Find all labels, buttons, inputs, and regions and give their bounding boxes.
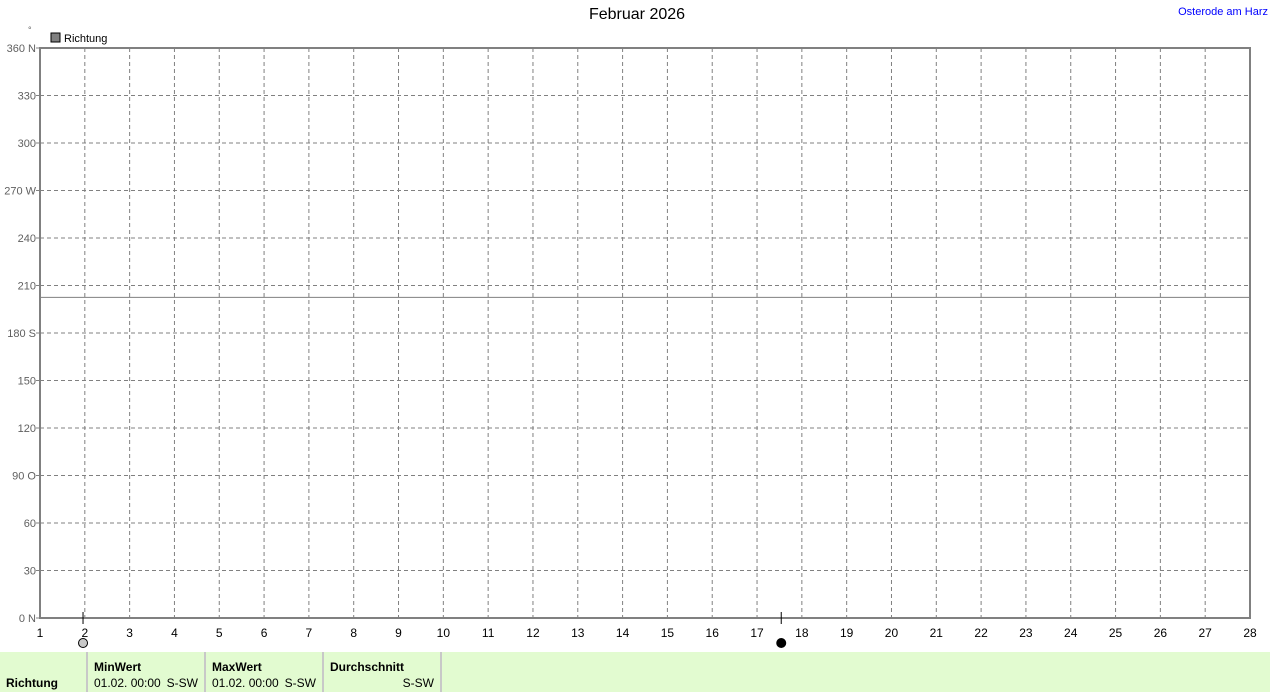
- y-tick-label: 90 O: [12, 471, 36, 483]
- x-tick-label: 17: [750, 626, 764, 640]
- x-tick-label: 23: [1019, 626, 1033, 640]
- y-tick-label: 180 S: [7, 328, 36, 340]
- stats-row-label-cell: Richtung: [0, 652, 88, 692]
- y-unit-label: °: [28, 25, 32, 35]
- x-tick-label: 16: [706, 626, 720, 640]
- min-label: MinWert: [94, 660, 142, 674]
- y-tick-label: 240: [18, 233, 36, 245]
- chart-title: Februar 2026: [588, 6, 686, 23]
- x-tick-label: 9: [395, 626, 402, 640]
- direction-chart: 1 2 3 4 5 6 7 8 9 10 11 12 13 14 15 16 17 18 19 20 21 22 23 24 2…: [4, 25, 1257, 648]
- x-tick-label: 12: [526, 626, 540, 640]
- max-value: S-SW: [284, 676, 316, 690]
- x-tick-label: 13: [571, 626, 585, 640]
- avg-value: S-SW: [402, 676, 434, 690]
- x-tick-label: 24: [1064, 626, 1078, 640]
- x-tick-label: 25: [1109, 626, 1123, 640]
- x-tick-label: 8: [350, 626, 357, 640]
- max-label: MaxWert: [212, 660, 262, 674]
- y-tick-label: 330: [18, 91, 36, 103]
- y-tick-label: 0 N: [19, 613, 36, 625]
- legend-label: Richtung: [64, 33, 107, 45]
- y-tick-label: 210: [18, 281, 36, 293]
- full-moon-icon: [776, 638, 787, 648]
- x-tick-label: 27: [1199, 626, 1213, 640]
- max-cell: MaxWert 01.02. 00:00 S-SW: [206, 652, 324, 692]
- y-tick-label: 120: [18, 423, 36, 435]
- x-tick-label: 22: [974, 626, 988, 640]
- y-tick-label: 270 W: [4, 186, 36, 198]
- x-tick-label: 20: [885, 626, 899, 640]
- y-tick-label: 60: [24, 518, 36, 530]
- min-value: S-SW: [166, 676, 198, 690]
- x-tick-label: 26: [1154, 626, 1168, 640]
- x-tick-label: 1: [37, 626, 44, 640]
- avg-label: Durchschnitt: [330, 660, 405, 674]
- min-cell: MinWert 01.02. 00:00 S-SW: [88, 652, 206, 692]
- location-label: Osterode am Harz: [1178, 6, 1268, 18]
- legend-swatch: [50, 32, 61, 43]
- min-date: 01.02. 00:00: [94, 676, 161, 690]
- avg-cell: Durchschnitt S-SW: [324, 652, 442, 692]
- x-tick-label: 15: [661, 626, 675, 640]
- y-tick-label: 360 N: [7, 43, 36, 55]
- x-tick-label: 28: [1243, 626, 1257, 640]
- x-tick-label: 4: [171, 626, 178, 640]
- x-tick-label: 14: [616, 626, 630, 640]
- x-tick-label: 3: [126, 626, 133, 640]
- x-tick-label: 11: [482, 626, 495, 640]
- x-tick-label: 21: [930, 626, 944, 640]
- y-tick-label: 150: [18, 376, 36, 388]
- x-tick-label: 19: [840, 626, 854, 640]
- plot-frame: [39, 47, 1251, 619]
- x-tick-label: 5: [216, 626, 223, 640]
- x-tick-label: 10: [437, 626, 451, 640]
- new-moon-icon: [78, 638, 89, 648]
- stats-panel: Richtung MinWert 01.02. 00:00 S-SW MaxWert…: [0, 652, 1270, 692]
- y-tick-label: 30: [24, 566, 36, 578]
- x-tick-label: 7: [306, 626, 313, 640]
- max-date: 01.02. 00:00: [212, 676, 279, 690]
- y-tick-label: 300: [18, 138, 36, 150]
- x-tick-label: 6: [261, 626, 268, 640]
- x-tick-label: 18: [795, 626, 809, 640]
- x-tick-label: 2: [81, 626, 88, 640]
- stats-row-label: Richtung: [6, 676, 58, 690]
